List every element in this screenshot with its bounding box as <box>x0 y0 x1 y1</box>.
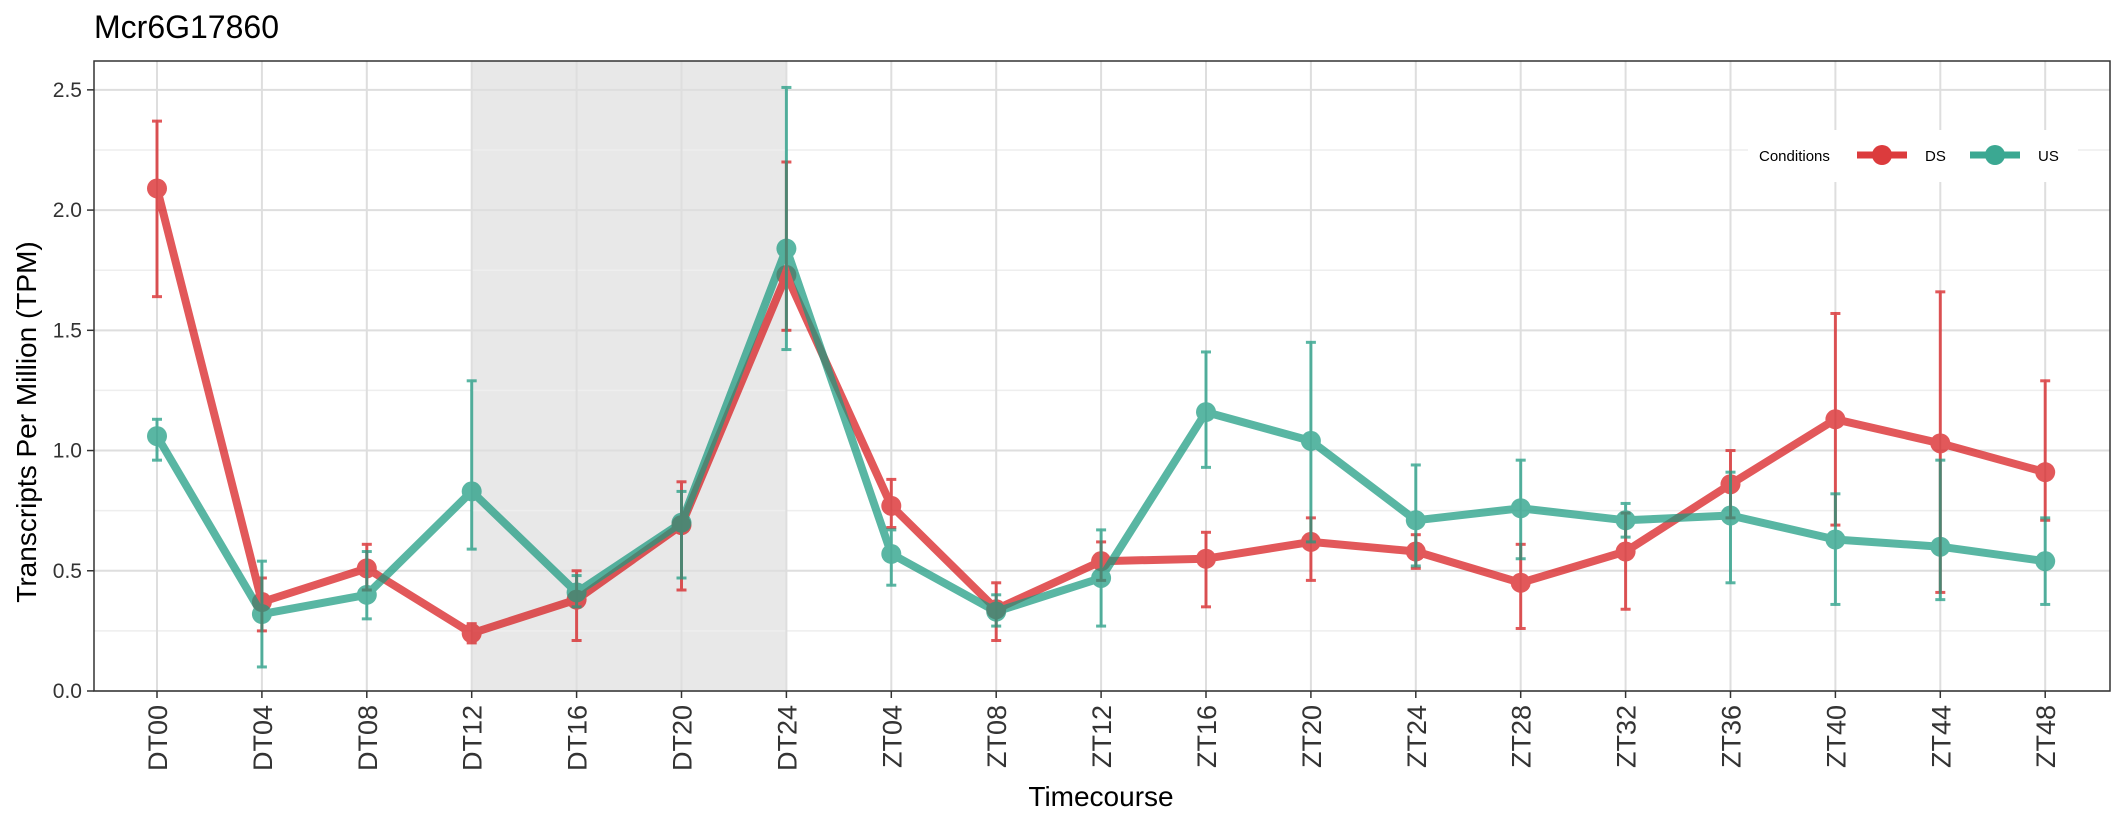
legend-key-point <box>1985 145 2005 165</box>
data-point <box>1196 402 1216 423</box>
x-tick-label: ZT48 <box>2031 705 2061 768</box>
legend-label-ds: DS <box>1925 148 1946 165</box>
data-point <box>881 495 902 516</box>
x-tick-label: DT20 <box>668 705 698 771</box>
x-tick-label: ZT40 <box>1821 705 1851 768</box>
x-tick-label: ZT08 <box>982 705 1012 768</box>
legend-key-us <box>1970 145 2020 165</box>
y-tick-label: 1.5 <box>53 319 82 342</box>
series-layer <box>147 85 2056 669</box>
data-point <box>671 512 692 533</box>
legend-key-point <box>1872 145 1892 165</box>
data-point <box>1930 433 1951 454</box>
data-point <box>1510 572 1531 593</box>
y-tick-label: 2.0 <box>53 199 82 222</box>
data-point <box>147 178 167 199</box>
data-point <box>461 623 482 644</box>
x-tick-label: DT24 <box>772 705 802 771</box>
x-tick-label: ZT24 <box>1402 705 1432 768</box>
data-point <box>251 604 272 625</box>
x-tick-label: DT12 <box>458 705 488 771</box>
y-axis-title: Transcripts Per Million (TPM) <box>11 241 42 602</box>
x-tick-label: ZT44 <box>1926 705 1956 768</box>
x-tick-label: ZT36 <box>1717 705 1747 768</box>
x-axis: DT00 DT04 DT08 DT12 DT16 DT20 DT24 ZT04 ZT08 ZT12… <box>143 691 2061 771</box>
legend-title: Conditions <box>1759 148 1830 165</box>
data-point <box>566 582 587 603</box>
y-tick-label: 2.5 <box>53 79 82 102</box>
data-point <box>1196 548 1216 569</box>
data-point <box>2035 551 2056 572</box>
y-tick-label: 0.0 <box>53 680 82 703</box>
data-point <box>881 543 902 564</box>
data-point <box>776 238 797 259</box>
y-axis: 0.0 0.5 1.0 1.5 2.0 2.5 <box>53 79 94 703</box>
y-tick-label: 1.0 <box>53 440 82 463</box>
data-point <box>1825 409 1846 430</box>
data-point <box>1091 567 1112 588</box>
data-point <box>2035 462 2056 483</box>
data-point <box>1405 510 1426 531</box>
legend-background <box>1748 130 2078 182</box>
series-us <box>147 85 2056 669</box>
x-tick-label: DT16 <box>563 705 593 771</box>
x-axis-title: Timecourse <box>1028 781 1173 812</box>
x-tick-label: ZT32 <box>1612 705 1642 768</box>
x-tick-label: ZT04 <box>877 705 907 768</box>
data-point <box>147 426 167 447</box>
data-point <box>1300 430 1321 451</box>
x-tick-label: ZT16 <box>1192 705 1222 768</box>
data-point <box>1510 498 1531 519</box>
x-tick-label: DT08 <box>353 705 383 771</box>
panel-border <box>93 60 2111 692</box>
x-tick-label: DT00 <box>143 705 173 771</box>
data-point <box>356 584 377 605</box>
legend: Conditions DS US <box>1748 130 2078 182</box>
y-tick-label: 0.5 <box>53 560 82 583</box>
data-point <box>1615 510 1636 531</box>
legend-key-ds <box>1857 145 1907 165</box>
chart-title: Mcr6G17860 <box>94 9 279 45</box>
data-point <box>1615 541 1636 562</box>
data-point <box>1825 529 1846 550</box>
legend-label-us: US <box>2038 148 2059 165</box>
x-tick-label: DT04 <box>248 705 278 771</box>
data-point <box>1930 536 1951 557</box>
data-point <box>986 601 1007 622</box>
data-point <box>461 481 482 502</box>
x-tick-label: ZT20 <box>1297 705 1327 768</box>
x-tick-label: ZT12 <box>1087 705 1117 768</box>
data-point <box>1720 505 1741 526</box>
x-tick-label: ZT28 <box>1507 705 1537 768</box>
